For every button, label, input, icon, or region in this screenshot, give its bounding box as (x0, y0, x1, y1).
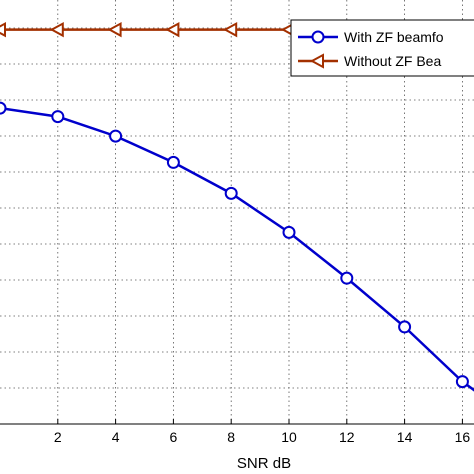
data-point (0, 101, 7, 115)
x-axis-label: SNR dB (237, 455, 291, 472)
x-tick-label: 10 (281, 429, 297, 445)
data-point (223, 21, 238, 38)
x-tick-labels: 2 4 6 8 10 12 14 16 (54, 419, 470, 445)
x-tick-label: 4 (112, 429, 120, 445)
data-point (107, 21, 122, 38)
data-point (398, 320, 412, 334)
x-tick-label: 6 (170, 429, 178, 445)
x-tick-label: 12 (339, 429, 355, 445)
data-point (166, 155, 180, 169)
data-point (49, 21, 64, 38)
legend-label: Without ZF Bea (344, 53, 441, 69)
x-tick-label: 16 (455, 429, 471, 445)
data-point (340, 271, 354, 285)
x-tick-label: 2 (54, 429, 62, 445)
legend-entry: Without ZF Bea (298, 53, 441, 69)
legend: With ZF beamfo Without ZF Bea (290, 19, 474, 77)
data-point (282, 225, 296, 239)
data-point (224, 186, 238, 200)
data-point (455, 375, 469, 389)
series-1 (0, 101, 474, 392)
x-tick-label: 14 (397, 429, 413, 445)
data-point (165, 21, 180, 38)
data-point (0, 21, 6, 38)
legend-label: With ZF beamfo (344, 29, 444, 45)
legend-marker (311, 30, 325, 44)
data-point (109, 129, 123, 143)
grid-lines (0, 0, 474, 424)
legend-marker (309, 53, 324, 69)
data-point (51, 110, 65, 124)
series-layer (0, 21, 474, 392)
legend-entry: With ZF beamfo (298, 29, 444, 45)
x-tick-label: 8 (227, 429, 235, 445)
series-line (0, 106, 474, 392)
